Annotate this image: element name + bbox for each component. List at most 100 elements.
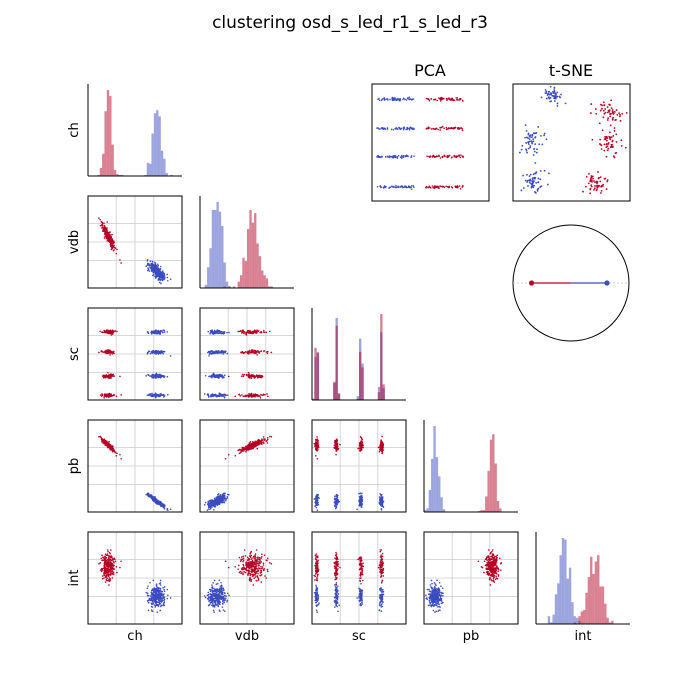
scatter-point (109, 571, 112, 573)
scatter-point (255, 560, 258, 563)
scatter-point (211, 595, 214, 597)
scatter-point (107, 396, 110, 398)
scatter-point (382, 496, 384, 498)
scatter-point (103, 568, 106, 571)
scatter-point (203, 393, 206, 395)
scatter-point (218, 503, 221, 506)
scatter-point (250, 394, 253, 397)
scatter-point (379, 449, 381, 451)
scatter-point (249, 375, 252, 378)
scatter-point (111, 577, 114, 579)
scatter-point (146, 258, 149, 261)
scatter-point (169, 355, 172, 357)
scatter-point (358, 498, 361, 501)
scatter-point (154, 374, 156, 376)
scatter-point (243, 331, 246, 333)
scatter-point (151, 610, 153, 612)
scatter-point (317, 494, 320, 496)
hist-bar (232, 286, 236, 288)
hist-bar (216, 202, 219, 288)
scatter-point (109, 332, 112, 335)
scatter-point (157, 279, 160, 281)
scatter-point (242, 565, 245, 567)
scatter-point (150, 266, 153, 269)
scatter-point (249, 573, 252, 576)
scatter-point (218, 579, 221, 582)
scatter-point (361, 498, 364, 501)
scatter-point (152, 393, 155, 396)
scatter-point (257, 576, 259, 579)
scatter-point (111, 243, 113, 246)
scatter-point (147, 332, 150, 335)
scatter-point (210, 597, 213, 600)
scatter-point (149, 267, 152, 269)
scatter-point (152, 579, 155, 582)
figure-title: clustering osd_s_led_r1_s_led_r3 (212, 13, 488, 33)
scatter-point (246, 352, 249, 354)
scatter-point (334, 507, 337, 510)
scatter-point (209, 352, 211, 354)
scatter-point (211, 586, 213, 589)
scatter-point (110, 562, 113, 565)
scatter-point (207, 500, 210, 503)
scatter-point (215, 583, 218, 585)
scatter-point (154, 261, 156, 264)
scatter-point (166, 597, 169, 600)
scatter-point (249, 351, 251, 354)
scatter-point (256, 562, 258, 565)
panel-vdb-ch (88, 196, 182, 288)
scatter-point (152, 350, 154, 352)
scatter-point (110, 559, 113, 562)
scatter-point (242, 449, 245, 452)
scatter-point (226, 394, 229, 396)
hist-bar (268, 286, 271, 288)
scatter-point (223, 501, 226, 504)
scatter-point (212, 594, 215, 597)
scatter-point (335, 499, 338, 501)
scatter-point (253, 375, 256, 377)
hist-bar (492, 434, 495, 512)
scatter-point (119, 566, 121, 569)
scatter-point (207, 396, 210, 398)
scatter-point (210, 350, 212, 353)
scatter-point (252, 561, 254, 563)
scatter-point (222, 596, 224, 598)
scatter-point (145, 591, 147, 594)
scatter-point (336, 438, 338, 440)
scatter-point (212, 331, 215, 334)
scatter-point (155, 375, 157, 378)
scatter-point (258, 352, 261, 354)
scatter-point (159, 609, 162, 612)
scatter-point (160, 599, 163, 601)
scatter-point (253, 577, 256, 579)
scatter-point (217, 394, 219, 397)
scatter-point (158, 276, 161, 279)
hist-bar (156, 110, 159, 176)
scatter-point (152, 273, 155, 276)
hist-bar (102, 153, 105, 176)
scatter-point (147, 262, 149, 265)
scatter-point (152, 593, 155, 596)
scatter-point (148, 598, 151, 601)
scatter-point (105, 235, 108, 238)
scatter-point (210, 395, 213, 398)
scatter-point (163, 598, 166, 601)
scatter-point (234, 566, 237, 568)
scatter-point (255, 351, 257, 354)
scatter-point (359, 502, 362, 504)
scatter-point (251, 332, 253, 335)
scatter-point (248, 331, 251, 334)
scatter-point (208, 350, 211, 353)
scatter-point (99, 394, 102, 396)
scatter-point (241, 571, 243, 573)
scatter-point (162, 353, 165, 355)
panel-int-ch (88, 532, 182, 624)
hist-bar (163, 158, 166, 176)
scatter-point (266, 352, 269, 355)
scatter-point (120, 262, 122, 264)
scatter-point (254, 440, 257, 443)
scatter-point (159, 595, 161, 597)
scatter-point (156, 394, 159, 396)
scatter-point (222, 593, 224, 596)
scatter-point (104, 557, 107, 559)
